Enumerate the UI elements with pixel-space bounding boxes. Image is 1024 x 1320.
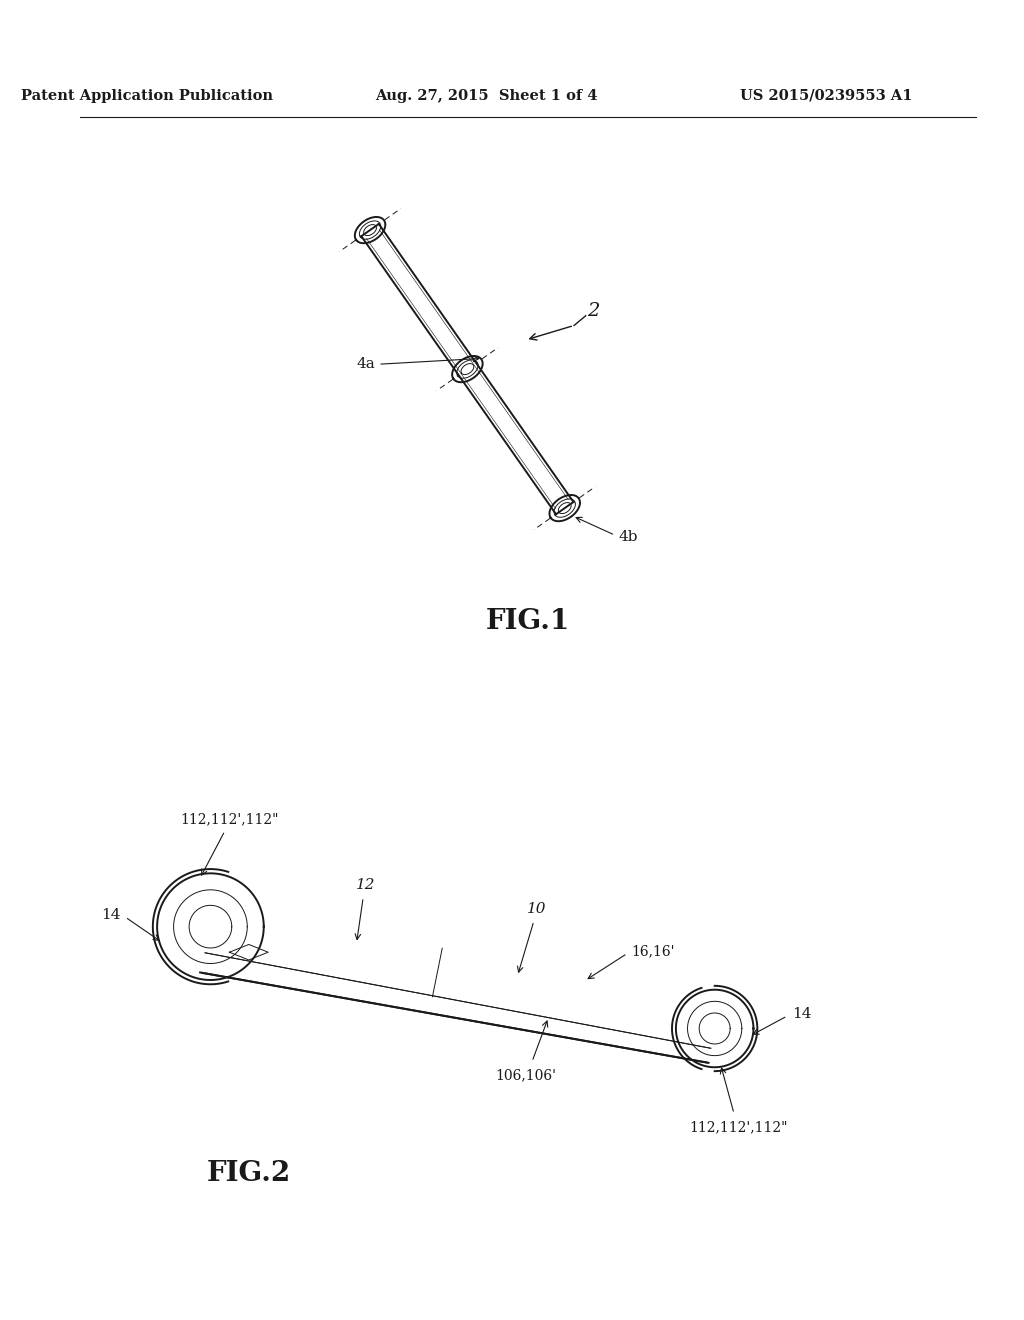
Text: 10: 10 [527, 902, 547, 916]
Text: 2: 2 [588, 302, 600, 319]
Text: 4a: 4a [356, 358, 375, 371]
Text: 4b: 4b [618, 531, 638, 544]
Text: 14: 14 [100, 908, 120, 923]
Text: Patent Application Publication: Patent Application Publication [22, 88, 273, 103]
Text: 16,16': 16,16' [631, 944, 675, 958]
Text: 14: 14 [793, 1007, 812, 1020]
Text: Aug. 27, 2015  Sheet 1 of 4: Aug. 27, 2015 Sheet 1 of 4 [376, 88, 598, 103]
Text: FIG.2: FIG.2 [207, 1160, 292, 1188]
Text: 12: 12 [356, 878, 376, 892]
Text: 106,106': 106,106' [496, 1069, 557, 1082]
Text: US 2015/0239553 A1: US 2015/0239553 A1 [740, 88, 912, 103]
Text: FIG.1: FIG.1 [485, 607, 569, 635]
Text: 112,112',112": 112,112',112" [689, 1121, 788, 1135]
Text: 112,112',112": 112,112',112" [180, 813, 280, 826]
